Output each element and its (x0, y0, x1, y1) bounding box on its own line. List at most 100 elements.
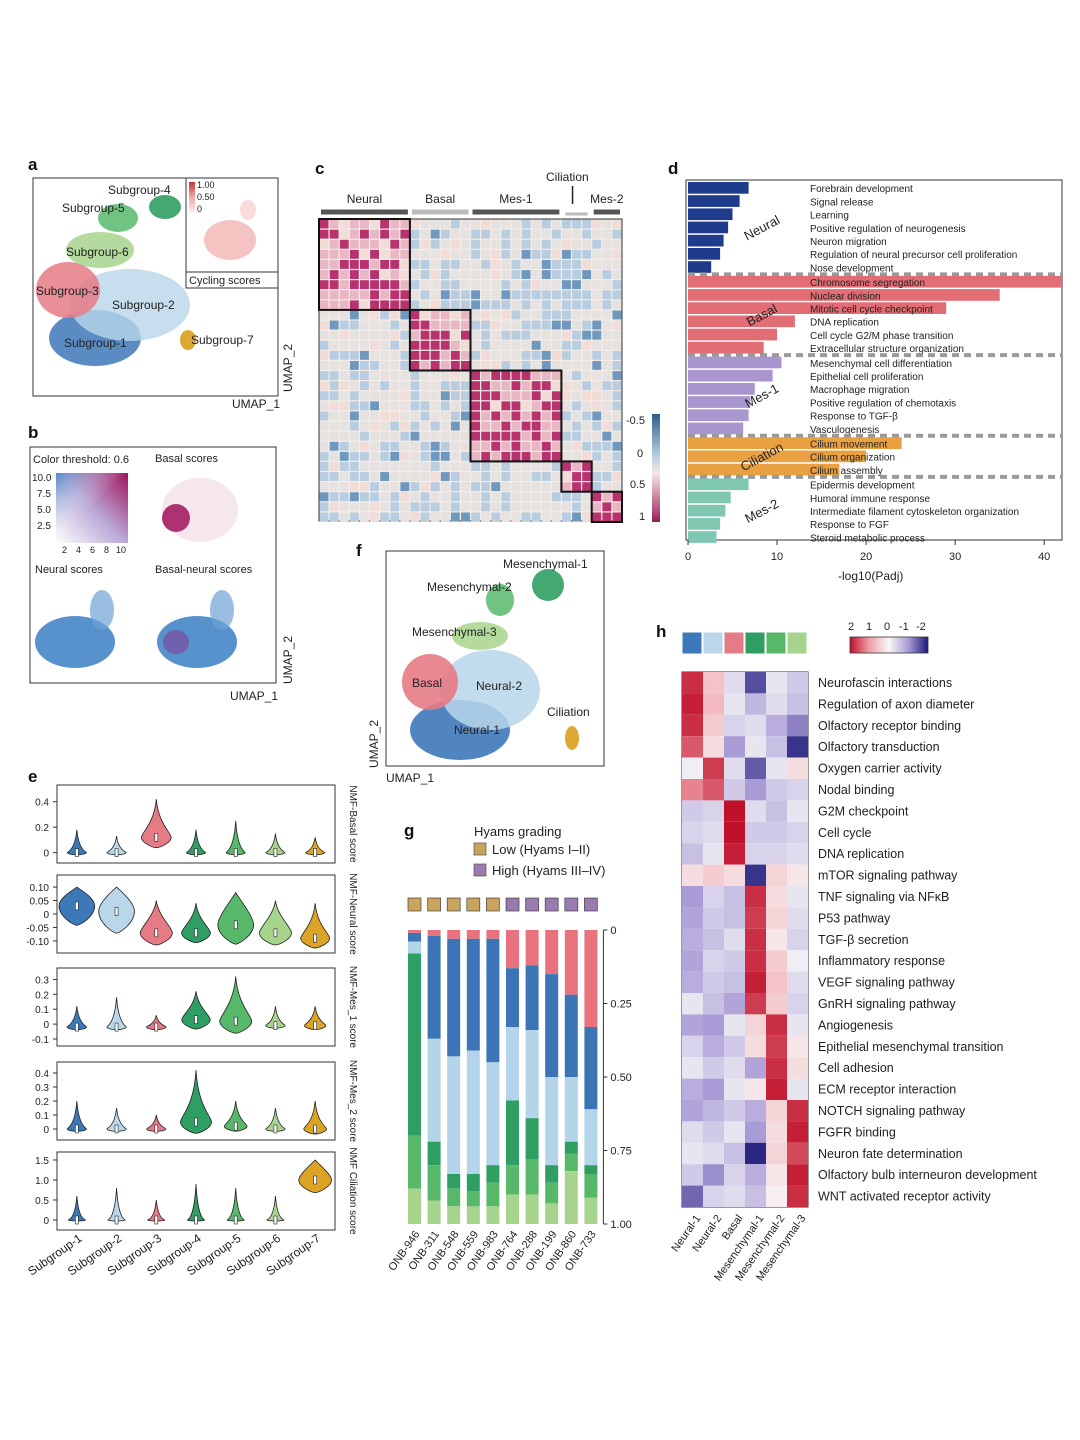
heat-row-label-tnf-signaling-via-nf-b: TNF signaling via NFκB (818, 890, 949, 904)
umap-f-mesenchymal-3-cloud (452, 622, 508, 650)
pathway-column-labels: Neural-1Neural-2BasalMesenchymal-1Mesenc… (669, 1213, 808, 1283)
corr-cell (339, 320, 349, 330)
corr-cell (420, 249, 430, 259)
corr-cell (329, 401, 339, 411)
corr-cell (410, 482, 420, 492)
bivar-xtick-2: 2 (62, 545, 67, 555)
corr-cell (360, 502, 369, 512)
heat-cell-cell-cycle-mesenchymal-3 (787, 821, 808, 844)
heat-row-label-neuron-fate-determination: Neuron fate determination (818, 1147, 963, 1161)
corr-cell (360, 270, 369, 279)
violin-ytick-nmf-mes-2-score-0-2: 0.2 (35, 1097, 49, 1108)
corr-cell (541, 462, 551, 471)
corr-cell (521, 300, 531, 310)
corr-cell (572, 330, 581, 340)
corr-cell (440, 260, 450, 269)
heat-row-label-nodal-binding: Nodal binding (818, 783, 894, 797)
heat-row-label-dna-replication: DNA replication (818, 847, 904, 861)
corr-cell (562, 472, 571, 481)
corr-cell (521, 512, 531, 522)
corr-cell (501, 451, 511, 461)
violin-ytick-nmf-mes-2-score-0: 0 (43, 1125, 49, 1136)
corr-cell (440, 300, 450, 310)
violin-nmf-neural-score-subgroup-7 (300, 903, 331, 949)
bar-onb-559-subgroup-2 (466, 1050, 480, 1174)
corr-cell (491, 290, 501, 300)
corr-cell (339, 441, 349, 451)
bar-onb-733-subgroup-1 (584, 1027, 598, 1110)
go-term-response-to-fgf: Response to FGF (810, 520, 889, 531)
corr-cell (390, 239, 400, 249)
corr-cell (329, 482, 339, 492)
corr-cell (319, 249, 329, 259)
heat-cell-epithelial-mesenchymal-transition-mesenchymal-3 (787, 1035, 808, 1058)
corr-cell (400, 249, 410, 259)
corr-cell (461, 401, 470, 411)
heat-cell-epithelial-mesenchymal-transition-mesenchymal-2 (766, 1035, 787, 1058)
corr-cell (390, 411, 400, 421)
corr-cell (390, 260, 400, 269)
colbar-mesenchymal-3 (786, 631, 808, 655)
corr-cell (440, 320, 450, 330)
corr-cell (349, 451, 359, 461)
corr-cell (450, 270, 460, 279)
corr-cell (551, 280, 561, 290)
corr-cell (339, 219, 349, 229)
corr-cell (521, 391, 531, 401)
go-term-macrophage-migration: Macrophage migration (810, 385, 910, 396)
heat-cell-olfactory-transduction-neural-1 (682, 736, 703, 758)
bar-onb-983-subgroup-6 (486, 1206, 500, 1224)
bar-onb-860-subgroup-6 (564, 1171, 578, 1224)
heat-cell-vegf-signaling-pathway-neural-1 (682, 971, 703, 993)
heat-row-label-olfactory-bulb-interneuron-development: Olfactory bulb interneuron development (818, 1168, 1037, 1182)
corr-cell (440, 219, 450, 229)
corr-cell (602, 381, 612, 391)
corr-cell (410, 421, 420, 431)
corr-cell (592, 330, 602, 340)
violin-box (194, 848, 198, 857)
violin-ytick-nmf-mes-2-score-0-4: 0.4 (35, 1069, 49, 1080)
neural-scores-label: Neural scores (35, 564, 103, 576)
corr-cell (380, 239, 390, 249)
corr-cell (562, 462, 571, 471)
bar-onb-860-subgroup-5 (564, 1153, 578, 1171)
corr-cell (551, 260, 561, 269)
corr-cell (410, 371, 420, 380)
umap-a-xlabel: UMAP_1 (232, 397, 280, 411)
corr-cell (420, 421, 430, 431)
corr-cell (471, 350, 480, 360)
violin-ytick-nmf-ciliation-score-1-0: 1.0 (35, 1176, 49, 1187)
corr-cell (370, 229, 379, 239)
heat-cell-cell-adhesion-basal (724, 1057, 745, 1079)
heat-cell-oxygen-carrier-activity-basal (724, 757, 745, 779)
go-term-forebrain-development: Forebrain development (810, 184, 913, 195)
corr-cell (551, 300, 561, 310)
corr-cell (612, 411, 622, 421)
corr-cell (329, 320, 339, 330)
bar-onb-548-subgroup-6 (447, 1206, 461, 1224)
corr-cell (562, 330, 571, 340)
corr-cell (541, 421, 551, 431)
corr-cell (430, 270, 440, 279)
corr-cell (430, 239, 440, 249)
heat-cell-gnrh-signaling-pathway-mesenchymal-3 (787, 993, 808, 1015)
umap-f-mesenchymal-1-cloud (532, 569, 564, 601)
bar-onb-199-subgroup-2 (545, 1077, 559, 1166)
heat-cell-cell-adhesion-neural-2 (703, 1057, 724, 1079)
heat-cell-mtor-signaling-pathway-mesenchymal-2 (766, 864, 787, 886)
heat-row-label-g2m-checkpoint: G2M checkpoint (818, 804, 909, 818)
corr-cell (360, 431, 369, 441)
corr-cell (440, 451, 450, 461)
corr-cell (360, 340, 369, 350)
corr-cell (461, 300, 470, 310)
corr-cell (339, 472, 349, 481)
corr-cell (420, 290, 430, 300)
corr-cell (531, 502, 541, 512)
heat-cell-angiogenesis-neural-2 (703, 1014, 724, 1036)
corr-cell (410, 320, 420, 330)
heat-row-label-tgf-secretion: TGF-β secretion (818, 933, 909, 947)
corr-cell (370, 381, 379, 391)
corr-cell (551, 270, 561, 279)
umap-f-neural-2-cloud (440, 650, 540, 730)
